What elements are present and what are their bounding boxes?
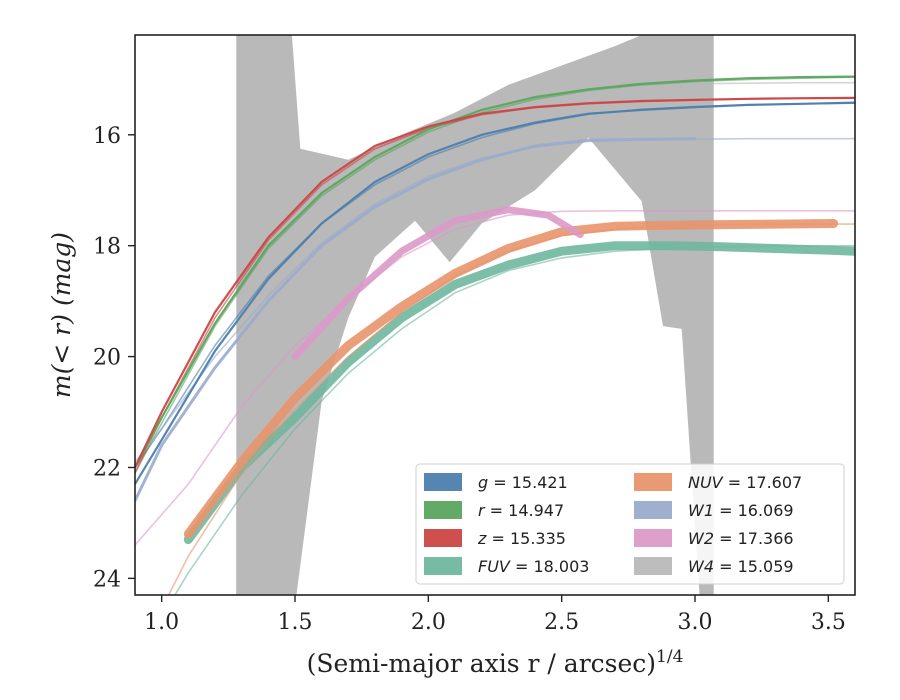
legend-swatch-w1 (634, 501, 672, 519)
w4-region-lower-left (236, 500, 295, 595)
y-axis: 16 18 20 22 24 (93, 124, 135, 592)
x-axis: 1.0 1.5 2.0 2.5 3.0 3.5 (144, 595, 846, 635)
legend-swatch-r (424, 501, 462, 519)
legend-label-w1: W1 = 16.069 (688, 501, 794, 520)
x-tick-label-2: 2.0 (411, 610, 446, 635)
legend: g = 15.421 r = 14.947 z = 15.335 FUV = 18.0… (415, 463, 845, 585)
legend-swatch-w2 (634, 529, 672, 547)
legend-label-fuv: FUV = 18.003 (478, 557, 589, 576)
series-band-w1 (135, 137, 697, 503)
series-line-z (135, 96, 855, 468)
plot-frame (134, 34, 856, 596)
y-tick-label-4: 24 (93, 567, 121, 592)
legend-label-r: r = 14.947 (478, 501, 564, 520)
legend-swatch-z (424, 529, 462, 547)
plot-area (135, 35, 855, 595)
legend-box (415, 463, 845, 585)
y-tick-label-2: 20 (93, 346, 121, 371)
model-line-fuv (174, 244, 855, 595)
legend-swatch-g (424, 473, 462, 491)
series-line-g (135, 101, 855, 485)
x-tick-label-3: 2.5 (544, 610, 579, 635)
model-line-w1 (135, 137, 855, 463)
series-band-fuv (183, 241, 855, 545)
x-axis-title-text: (Semi-major axis r / arcsec) (307, 649, 656, 678)
x-tick-label-5: 3.5 (811, 610, 846, 635)
y-axis-title: m(< r) (mag) (47, 232, 76, 398)
series-line-r (135, 75, 855, 469)
model-line-nuv (167, 223, 855, 595)
model-line-w4 (668, 81, 855, 86)
w4-shaded-region (236, 35, 714, 595)
x-tick-label-4: 3.0 (678, 610, 713, 635)
w4-region-fill (236, 35, 714, 595)
x-tick-label-1: 1.5 (278, 610, 313, 635)
legend-label-g: g = 15.421 (478, 473, 568, 492)
legend-swatch-w4 (634, 557, 672, 575)
model-line-w2 (135, 210, 855, 546)
legend-label-z: z = 15.335 (477, 529, 566, 548)
line-series (135, 75, 855, 485)
legend-label-nuv: NUV = 17.607 (688, 473, 802, 492)
legend-swatch-nuv (634, 473, 672, 491)
y-tick-label-1: 18 (93, 235, 121, 260)
y-tick-label-3: 22 (93, 456, 121, 481)
legend-label-w4: W4 = 15.059 (688, 557, 794, 576)
legend-label-w2: W2 = 17.366 (688, 529, 794, 548)
x-axis-title: (Semi-major axis r / arcsec)1/4 (307, 647, 684, 678)
x-axis-title-exponent: 1/4 (656, 647, 683, 667)
x-tick-label-0: 1.0 (144, 610, 179, 635)
y-tick-label-0: 16 (93, 124, 121, 149)
legend-swatch-fuv (424, 557, 462, 575)
